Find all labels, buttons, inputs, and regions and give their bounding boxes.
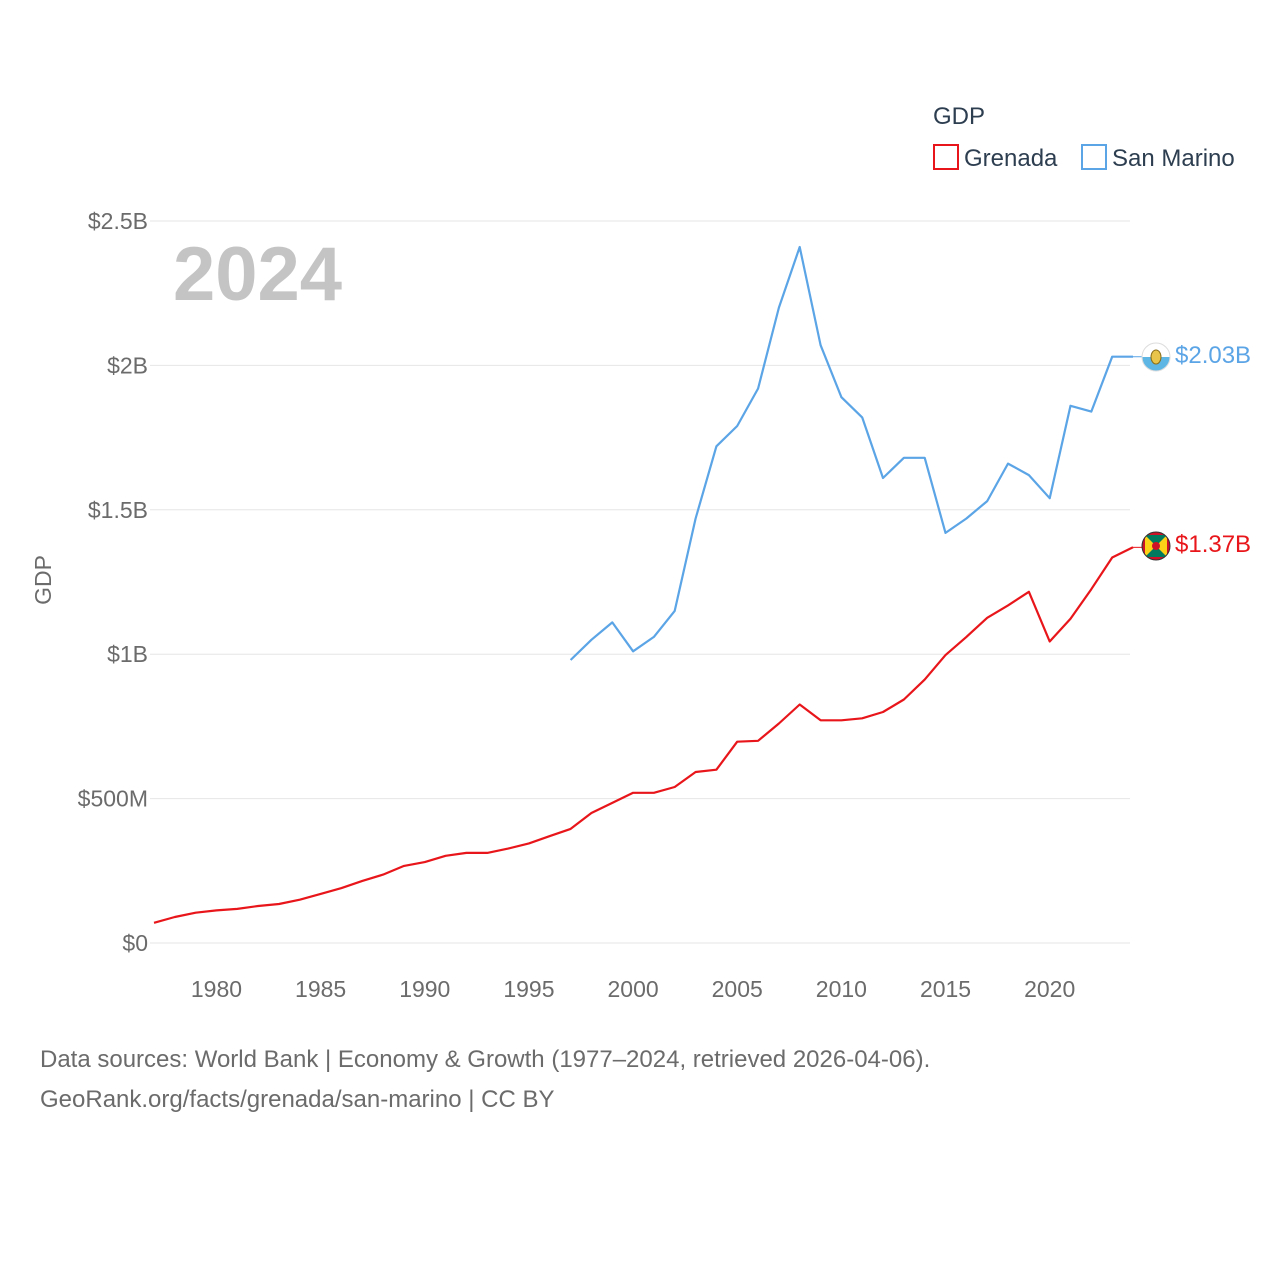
y-tick-label: $2.5B — [88, 208, 148, 234]
y-tick-label: $2B — [107, 352, 148, 378]
grenada-flag-icon — [1141, 531, 1171, 561]
end-label-grenada: $1.37B — [1175, 531, 1251, 558]
legend-title: GDP — [933, 103, 985, 130]
legend-swatch-san-marino — [1081, 144, 1107, 170]
legend-label-san-marino: San Marino — [1112, 145, 1235, 172]
year-watermark: 2024 — [173, 232, 342, 317]
footer-attribution[interactable]: GeoRank.org/facts/grenada/san-marino | C… — [40, 1086, 555, 1113]
x-tick-label: 2010 — [816, 976, 867, 1002]
san-marino-flag-icon — [1141, 342, 1171, 372]
x-tick-label: 2005 — [712, 976, 763, 1002]
x-tick-label: 2015 — [920, 976, 971, 1002]
x-tick-label: 1995 — [503, 976, 554, 1002]
legend-label-grenada: Grenada — [964, 145, 1058, 172]
y-axis-label: GDP — [30, 555, 56, 605]
y-tick-label: $500M — [78, 786, 148, 812]
legend-item-grenada[interactable]: Grenada — [933, 144, 1058, 172]
series-line-grenada — [153, 546, 1134, 924]
x-tick-label: 1990 — [399, 976, 450, 1002]
y-tick-label: $1B — [107, 641, 148, 667]
y-tick-label: $0 — [122, 930, 148, 956]
legend-swatch-grenada — [933, 144, 959, 170]
footer: Data sources: World Bank | Economy & Gro… — [40, 1040, 930, 1120]
end-label-san-marino: $2.03B — [1175, 342, 1251, 369]
x-tick-label: 1980 — [191, 976, 242, 1002]
y-tick-label: $1.5B — [88, 497, 148, 523]
legend: GDP Grenada San Marino — [933, 103, 1235, 172]
x-axis: 1980 1985 1990 1995 2000 2005 2010 2015 2020 — [191, 976, 1075, 1002]
x-tick-label: 1985 — [295, 976, 346, 1002]
grid-layer — [150, 220, 1130, 944]
series-layer — [153, 245, 1142, 924]
legend-item-san-marino[interactable]: San Marino — [1081, 144, 1235, 172]
footer-sources: Data sources: World Bank | Economy & Gro… — [40, 1046, 931, 1073]
series-line-san-marino — [569, 245, 1133, 661]
y-axis: $0 $500M $1B $1.5B $2B $2.5B — [78, 208, 148, 956]
x-tick-label: 2000 — [607, 976, 658, 1002]
x-tick-label: 2020 — [1024, 976, 1075, 1002]
